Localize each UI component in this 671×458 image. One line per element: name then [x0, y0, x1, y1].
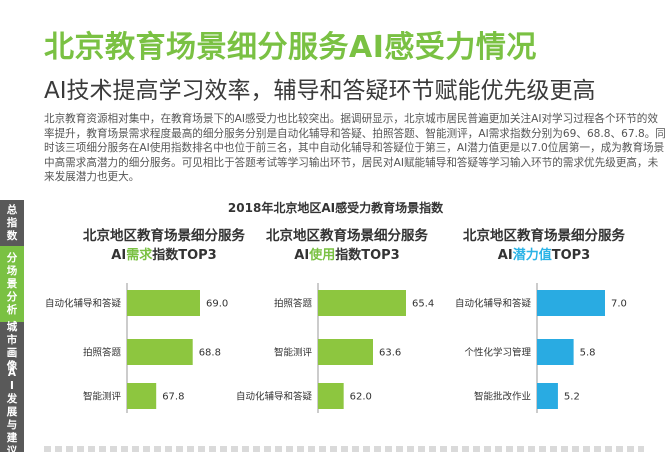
panel-1-bar-3 — [127, 383, 157, 409]
panel-2-highlight: 使用 — [309, 248, 336, 263]
panel-3-value-label-1: 7.0 — [611, 299, 627, 310]
panel-3-bar-3 — [537, 383, 558, 409]
panel-1-category-label-2: 拍照答题 — [83, 347, 122, 359]
panel-3-category-label-3: 智能批改作业 — [474, 391, 531, 403]
panel-3-subtitle: AI潜力值TOP3 — [497, 248, 591, 263]
cutoff-text-line — [44, 446, 644, 452]
panel-1-value-label-3: 67.8 — [162, 392, 184, 403]
chart-section-title: 2018年北京地区AI感受力教育场景指数 — [227, 201, 444, 215]
panel-2-bar-1 — [318, 290, 406, 316]
panel-3-highlight: 潜力值 — [512, 248, 552, 263]
panel-2-category-label-1: 拍照答题 — [274, 298, 313, 310]
sidebar-item-overall-index[interactable]: 总指数 — [6, 203, 18, 242]
page-subtitle: AI技术提高学习效率，辅导和答疑环节赋能优先级更高 — [44, 78, 596, 104]
panel-2-category-label-2: 智能测评 — [274, 347, 313, 359]
panel-3-bar-1 — [537, 290, 605, 316]
panel-1-category-label-3: 智能测评 — [83, 391, 122, 403]
panel-1-value-label-1: 69.0 — [206, 299, 228, 310]
panel-1-category-label-1: 自动化辅导和答疑 — [45, 298, 122, 310]
panel-1-bar-1 — [127, 290, 200, 316]
panel-1-title: 北京地区教育场景细分服务 — [83, 228, 245, 244]
panel-2-category-label-3: 自动化辅导和答疑 — [236, 391, 313, 403]
sidebar-item-ai-suggestions[interactable]: AI发展与建议 — [6, 366, 18, 457]
panel-3-bar-2 — [537, 339, 574, 365]
section-sidebar: 总指数 分场景分析 城市画像 AI发展与建议 — [0, 200, 24, 457]
panel-3-value-label-2: 5.8 — [580, 348, 596, 359]
panel-1-value-label-2: 68.8 — [199, 348, 221, 359]
panel-3-value-label-3: 5.2 — [564, 392, 580, 403]
intro-paragraph: 北京教育资源相对集中，在教育场景下的AI感受力也比较突出。据调研显示，北京城市居… — [44, 113, 666, 184]
panel-2-bar-3 — [318, 383, 344, 409]
sidebar-item-city-profile[interactable]: 城市画像 — [6, 321, 18, 372]
panel-2-subtitle: AI使用指数TOP3 — [294, 248, 400, 263]
panel-2-value-label-2: 63.6 — [379, 348, 401, 359]
panel-2-value-label-3: 62.0 — [350, 392, 372, 403]
panel-2-bar-2 — [318, 339, 373, 365]
panel-1-highlight: 需求 — [126, 248, 153, 263]
panel-3-title: 北京地区教育场景细分服务 — [463, 228, 625, 244]
panel-1-bar-2 — [127, 339, 193, 365]
sidebar-item-scenario-analysis[interactable]: 分场景分析 — [0, 246, 24, 322]
panel-2-title: 北京地区教育场景细分服务 — [266, 228, 428, 244]
page-title: 北京教育场景细分服务AI感受力情况 — [44, 30, 537, 65]
panel-3-category-label-1: 自动化辅导和答疑 — [455, 298, 532, 310]
panel-2-value-label-1: 65.4 — [412, 299, 434, 310]
panel-1-subtitle: AI需求指数TOP3 — [111, 248, 217, 263]
panel-3-category-label-2: 个性化学习管理 — [464, 347, 531, 359]
